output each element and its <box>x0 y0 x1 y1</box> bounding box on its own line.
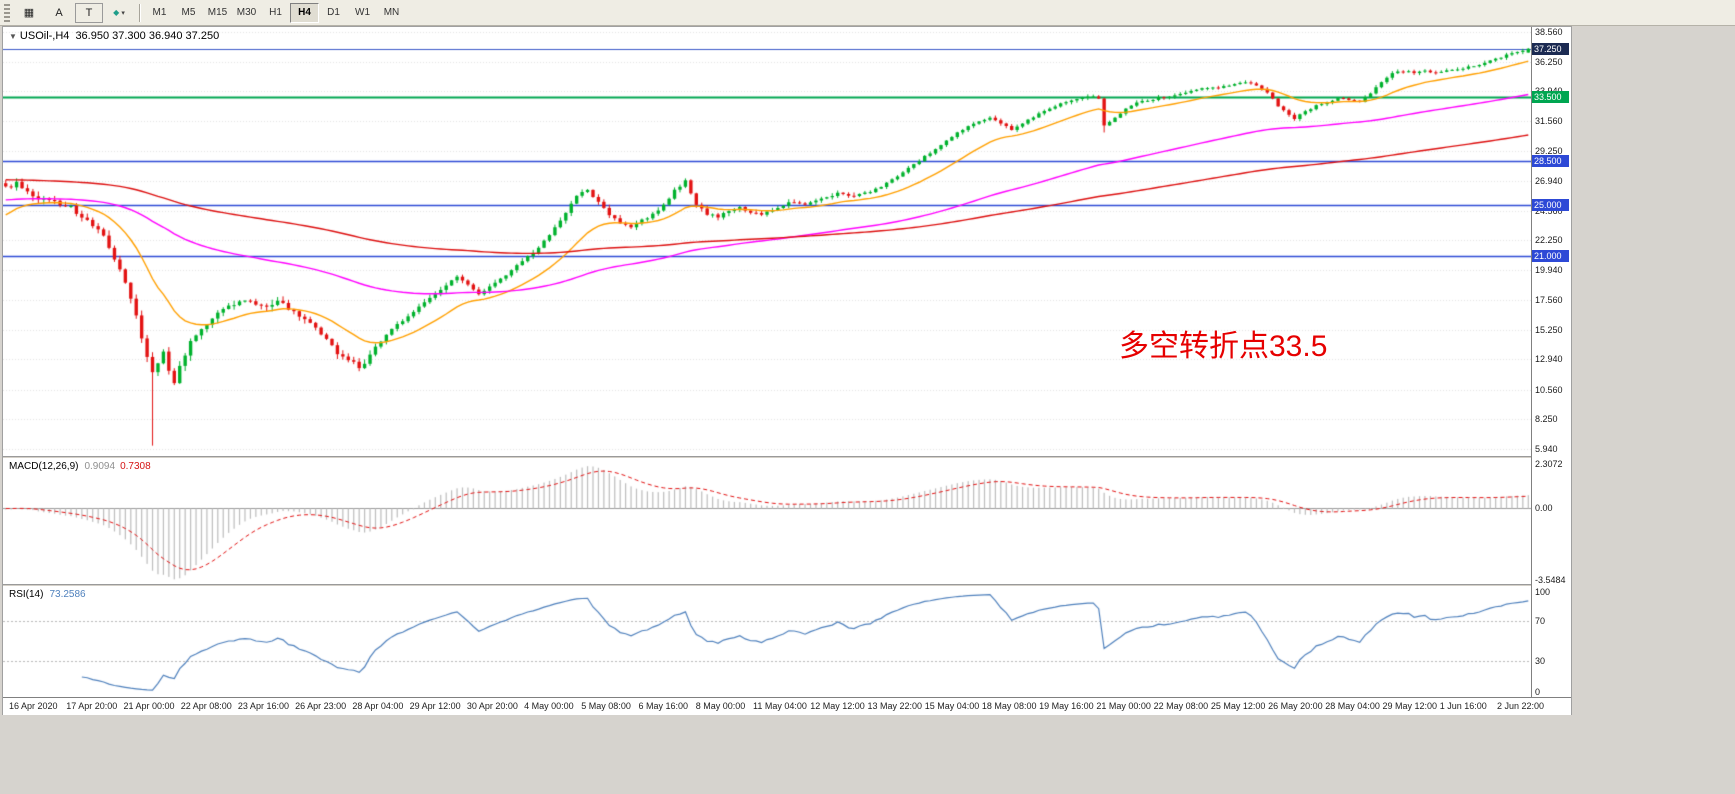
time-axis-label: 8 May 00:00 <box>695 701 746 711</box>
panel-divider-macd[interactable] <box>3 456 1571 458</box>
timeframe-button-mn[interactable]: MN <box>377 2 406 23</box>
time-axis-label: 22 Apr 08:00 <box>180 701 232 711</box>
price-axis-tick: 15.250 <box>1535 324 1563 335</box>
macd-indicator-label: MACD(12,26,9) 0.9094 0.7308 <box>9 461 151 472</box>
price-axis-tick: 12.940 <box>1535 354 1563 365</box>
time-axis-label: 21 May 00:00 <box>1096 701 1151 711</box>
time-axis-label: 26 Apr 23:00 <box>295 701 347 711</box>
time-axis-label: 25 May 12:00 <box>1210 701 1266 711</box>
symbol-timeframe-label: USOil-,H4 <box>19 30 70 42</box>
time-axis-label: 16 Apr 2020 <box>9 701 58 711</box>
time-axis-label: 19 May 16:00 <box>1039 701 1094 711</box>
time-axis-label: 29 May 12:00 <box>1382 701 1438 711</box>
time-axis-label: 5 May 08:00 <box>581 701 631 711</box>
price-axis-tick: 29.250 <box>1535 145 1563 156</box>
time-axis-label: 26 May 20:00 <box>1268 701 1323 711</box>
price-tag-28.500: 28.500 <box>1532 154 1569 167</box>
rsi-axis-tick: 70 <box>1535 615 1546 626</box>
rsi-indicator-label: RSI(14) 73.2586 <box>9 589 86 600</box>
price-axis-tick: 8.250 <box>1535 414 1558 425</box>
time-axis-label: 23 Apr 16:00 <box>237 701 289 711</box>
rsi-axis-tick: 0 <box>1535 687 1541 697</box>
macd-main-value: 0.9094 <box>84 461 116 472</box>
timeframe-button-m30[interactable]: M30 <box>232 2 261 23</box>
time-axis-label: 6 May 16:00 <box>638 701 689 711</box>
objects-icon: ◆ <box>113 8 120 17</box>
rsi-value: 73.2586 <box>49 589 86 600</box>
timeframe-button-w1[interactable]: W1 <box>348 2 377 23</box>
price-chart-canvas[interactable] <box>3 27 1531 456</box>
ohlc-values: 36.950 37.300 36.940 37.250 <box>75 30 220 42</box>
macd-axis-tick: -3.5484 <box>1535 575 1566 585</box>
price-axis-tick: 17.560 <box>1535 295 1563 306</box>
time-axis-label: 1 Jun 16:00 <box>1439 701 1487 711</box>
price-axis[interactable]: 38.56036.25033.94031.56029.25026.94024.5… <box>1531 27 1571 697</box>
time-axis-label: 22 May 08:00 <box>1153 701 1209 711</box>
chart-text-annotation[interactable]: 多空转折点33.5 <box>1119 330 1328 363</box>
price-axis-tick: 19.940 <box>1535 265 1563 275</box>
new-order-icon: ▦ <box>23 7 35 19</box>
price-axis-tick: 10.560 <box>1535 384 1563 395</box>
toolbar: ▦ A T ◆ ▾ M1 M5 M15 M30 H1 H4 D1 W1 MN <box>0 0 1735 26</box>
rsi-axis-tick: 30 <box>1535 656 1546 667</box>
drawing-tools-group: ▦ A T ◆ ▾ <box>14 2 134 23</box>
price-axis-tick: 36.250 <box>1535 56 1563 67</box>
price-axis-tick: 26.940 <box>1535 175 1563 186</box>
objects-tool-button[interactable]: ◆ ▾ <box>105 2 133 23</box>
rsi-name: RSI(14) <box>9 589 44 600</box>
chart-window: ▼ USOil-,H4 36.950 37.300 36.940 37.250 MA… <box>2 26 1572 715</box>
time-axis-label: 12 May 12:00 <box>810 701 865 711</box>
timeframe-button-d1[interactable]: D1 <box>319 2 348 23</box>
rsi-axis-tick: 100 <box>1535 587 1551 597</box>
cursor-icon: A <box>55 6 63 19</box>
price-tag-25.000: 25.000 <box>1532 199 1569 212</box>
timeframe-button-m15[interactable]: M15 <box>203 2 232 23</box>
time-axis-label: 4 May 00:00 <box>524 701 574 711</box>
time-axis-label: 29 Apr 12:00 <box>409 701 461 711</box>
timeframe-button-h1[interactable]: H1 <box>261 2 290 23</box>
macd-axis-tick: 2.3072 <box>1535 459 1563 469</box>
time-axis-label: 18 May 08:00 <box>981 701 1037 711</box>
macd-axis-tick: 0.00 <box>1535 503 1553 514</box>
dropdown-caret-icon: ▾ <box>121 9 125 17</box>
price-tag-33.500: 33.500 <box>1532 90 1569 103</box>
rsi-panel-canvas[interactable] <box>3 586 1531 696</box>
time-axis-label: 30 Apr 20:00 <box>466 701 518 711</box>
price-axis-tick: 5.940 <box>1535 443 1558 454</box>
macd-panel-canvas[interactable] <box>3 458 1531 584</box>
text-icon: T <box>85 6 93 19</box>
macd-name: MACD(12,26,9) <box>9 461 79 472</box>
toolbar-separator <box>139 3 140 22</box>
time-axis-label: 15 May 04:00 <box>924 701 980 711</box>
time-axis[interactable]: 16 Apr 2020 17 Apr 20:00 21 Apr 00:00 22 Ap… <box>3 697 1571 715</box>
price-tag-37.250: 37.250 <box>1532 42 1569 55</box>
time-axis-label: 11 May 04:00 <box>753 701 807 711</box>
text-tool-button[interactable]: T <box>75 2 103 23</box>
price-tag-21.000: 21.000 <box>1532 250 1569 263</box>
time-axis-label: 17 Apr 20:00 <box>66 701 118 711</box>
price-axis-tick: 38.560 <box>1535 27 1563 37</box>
toolbar-grip[interactable] <box>4 3 10 22</box>
time-axis-label: 28 May 04:00 <box>1325 701 1380 711</box>
collapse-caret-icon[interactable]: ▼ <box>9 32 17 41</box>
cursor-tool-button[interactable]: A <box>45 2 73 23</box>
macd-signal-value: 0.7308 <box>120 461 151 472</box>
timeframe-button-h4[interactable]: H4 <box>290 2 319 23</box>
timeframe-button-m5[interactable]: M5 <box>174 2 203 23</box>
price-axis-tick: 31.560 <box>1535 116 1563 127</box>
new-order-tool-button[interactable]: ▦ <box>15 2 43 23</box>
time-axis-label: 13 May 22:00 <box>867 701 922 711</box>
time-axis-label: 28 Apr 04:00 <box>352 701 404 711</box>
time-axis-label: 21 Apr 00:00 <box>123 701 175 711</box>
chart-title: ▼ USOil-,H4 36.950 37.300 36.940 37.250 <box>9 30 219 42</box>
panel-divider-rsi[interactable] <box>3 584 1571 586</box>
time-axis-label: 2 Jun 22:00 <box>1497 701 1545 711</box>
price-axis-tick: 22.250 <box>1535 235 1563 246</box>
timeframe-toolbar: M1 M5 M15 M30 H1 H4 D1 W1 MN <box>145 2 406 23</box>
timeframe-button-m1[interactable]: M1 <box>145 2 174 23</box>
